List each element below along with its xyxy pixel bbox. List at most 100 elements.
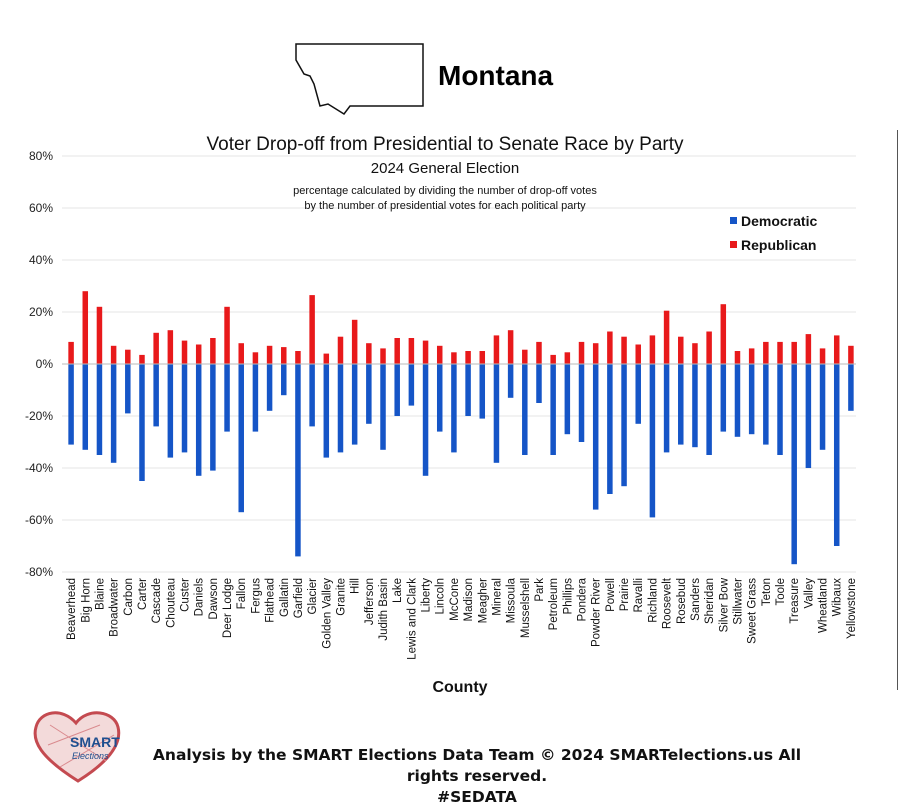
- x-tick-label: Powder River: [591, 578, 603, 647]
- bar-democratic: [833, 364, 840, 546]
- x-tick-label: Fergus: [250, 578, 262, 614]
- bar-republican: [663, 310, 670, 364]
- x-tick-label: Madison: [463, 578, 475, 621]
- x-tick-label: Cascade: [151, 578, 163, 623]
- x-tick-label: Yellowstone: [846, 578, 858, 639]
- bar-republican: [465, 351, 471, 364]
- bar-democratic: [380, 364, 386, 450]
- x-tick-label: Deer Lodge: [222, 578, 234, 638]
- x-tick-label: Missoula: [506, 577, 518, 623]
- bar-democratic: [748, 364, 755, 435]
- smart-elections-logo: SMART Elections: [33, 711, 121, 783]
- y-tick-label: 40%: [29, 253, 53, 267]
- bar-republican: [635, 344, 641, 364]
- bar-democratic: [252, 364, 259, 432]
- bar-republican: [564, 352, 571, 364]
- bar-democratic: [678, 364, 684, 445]
- chart-note-line2: by the number of presidential votes for …: [304, 200, 586, 212]
- footer-hashtag: #SEDATA: [437, 788, 517, 806]
- x-tick-label: Prairie: [619, 578, 631, 611]
- x-tick-label: Granite: [335, 578, 347, 616]
- bar-democratic: [536, 364, 542, 403]
- x-tick-label: Rosebud: [676, 578, 688, 624]
- x-tick-label: Gallatin: [279, 578, 291, 617]
- x-tick-label: Pondera: [577, 577, 589, 621]
- bar-democratic: [210, 364, 216, 471]
- x-tick-label: Beaverhead: [66, 578, 78, 640]
- bar-democratic: [68, 364, 74, 445]
- bar-democratic: [522, 364, 528, 455]
- bar-democratic: [848, 364, 854, 411]
- bar-democratic: [366, 364, 372, 424]
- x-tick-label: Carter: [137, 578, 149, 610]
- bar-democratic: [777, 364, 783, 455]
- bar-republican: [819, 348, 826, 364]
- bar-republican: [748, 348, 755, 364]
- x-tick-label: Broadwater: [109, 578, 121, 637]
- x-tick-label: Treasure: [789, 578, 801, 624]
- bar-republican: [649, 335, 656, 364]
- x-tick-label: Glacier: [307, 578, 319, 615]
- x-tick-label: Ravalli: [633, 578, 645, 613]
- bar-republican: [139, 354, 145, 364]
- bar-republican: [295, 351, 301, 364]
- bar-republican: [323, 353, 330, 364]
- legend-swatch-republican: [730, 241, 737, 248]
- bar-democratic: [281, 364, 287, 396]
- bar-democratic: [82, 364, 89, 450]
- y-tick-label: 60%: [29, 201, 53, 215]
- right-divider: [897, 130, 898, 690]
- bar-republican: [252, 352, 259, 364]
- x-tick-label: Musselshell: [520, 578, 532, 638]
- x-tick-label: Dawson: [208, 578, 220, 620]
- bar-democratic: [592, 364, 599, 510]
- bar-democratic: [649, 364, 656, 518]
- bar-republican: [479, 351, 486, 364]
- x-tick-label: Wheatland: [818, 578, 830, 633]
- chart-subtitle: 2024 General Election: [371, 160, 519, 177]
- x-tick-label: Sanders: [690, 578, 702, 621]
- bar-democratic: [139, 364, 145, 481]
- bar-republican: [805, 334, 812, 364]
- bar-republican: [167, 330, 174, 364]
- bar-democratic: [238, 364, 244, 513]
- x-tick-label: Lewis and Clark: [406, 578, 418, 660]
- bar-democratic: [451, 364, 457, 453]
- bar-republican: [451, 352, 457, 364]
- x-tick-label: Flathead: [265, 578, 277, 623]
- bar-republican: [422, 340, 429, 364]
- bar-democratic: [663, 364, 670, 453]
- bar-democratic: [692, 364, 698, 448]
- x-tick-label: Lincoln: [435, 578, 447, 614]
- bar-republican: [592, 343, 599, 364]
- y-tick-label: 80%: [29, 149, 53, 163]
- bar-republican: [678, 336, 684, 364]
- bar-republican: [720, 304, 727, 364]
- x-tick-label: Silver Bow: [718, 577, 730, 632]
- bar-democratic: [181, 364, 188, 453]
- footer: Analysis by the SMART Elections Data Tea…: [127, 745, 827, 808]
- bar-democratic: [465, 364, 471, 416]
- bar-democratic: [295, 364, 301, 557]
- bar-democratic: [266, 364, 273, 411]
- x-tick-label: Liberty: [421, 578, 433, 613]
- bar-democratic: [791, 364, 797, 565]
- bar-democratic: [621, 364, 627, 487]
- bar-democratic: [309, 364, 315, 427]
- footer-credit: Analysis by the SMART Elections Data Tea…: [152, 746, 802, 785]
- x-tick-label: Big Horn: [80, 578, 92, 623]
- bar-republican: [266, 345, 273, 364]
- bar-democratic: [96, 364, 103, 455]
- bar-democratic: [734, 364, 741, 437]
- y-tick-label: -20%: [25, 409, 53, 423]
- bar-republican: [281, 347, 287, 364]
- bar-republican: [366, 343, 372, 364]
- x-tick-label: Mineral: [491, 578, 503, 616]
- bar-democratic: [507, 364, 514, 398]
- bar-democratic: [805, 364, 812, 468]
- bar-democratic: [125, 364, 131, 414]
- bar-democratic: [635, 364, 641, 424]
- bar-democratic: [564, 364, 571, 435]
- y-tick-label: 0%: [36, 357, 54, 371]
- bar-republican: [777, 341, 783, 364]
